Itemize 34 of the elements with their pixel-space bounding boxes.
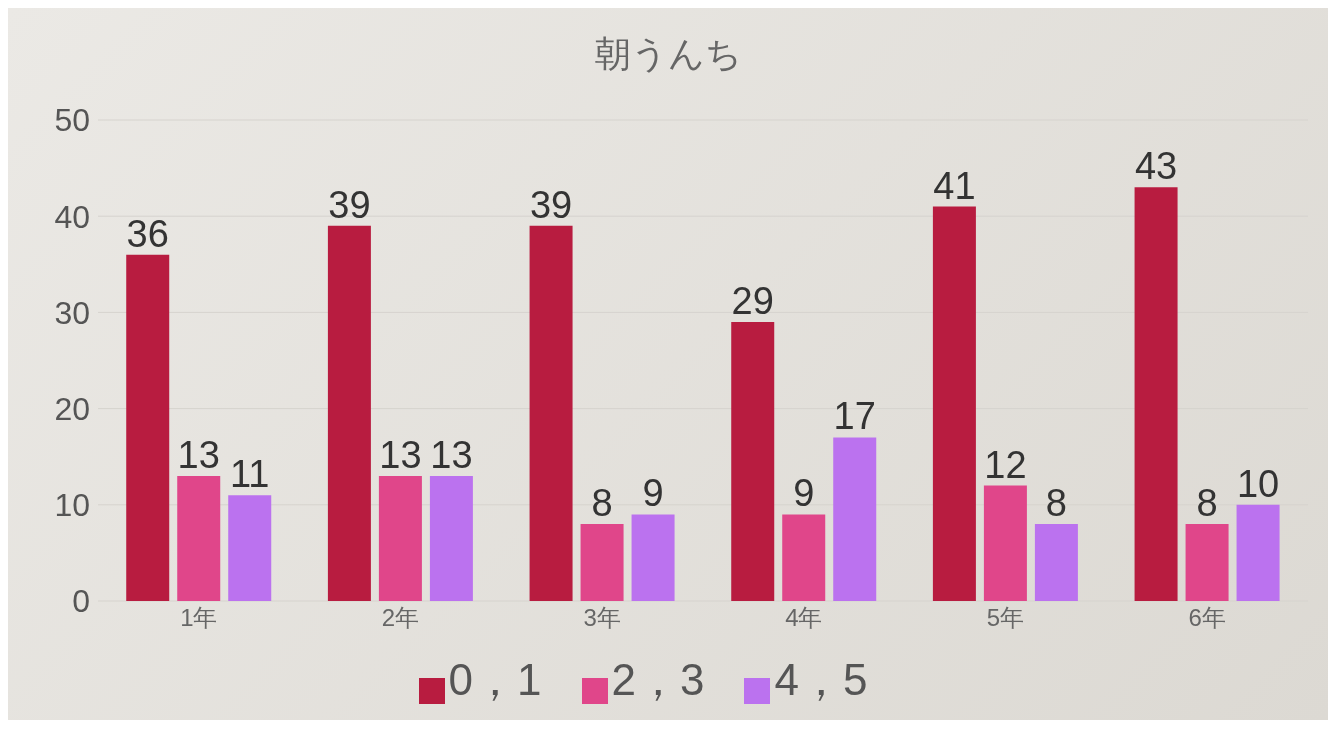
data-label: 13	[430, 433, 473, 476]
y-tick-label: 40	[54, 198, 90, 235]
x-tick-label: 4年	[785, 604, 823, 632]
y-tick-label: 20	[54, 390, 90, 427]
legend-label: 2，3	[611, 655, 705, 704]
data-label: 13	[177, 433, 220, 476]
data-label: 12	[984, 443, 1027, 486]
data-label: 29	[731, 280, 774, 323]
data-label: 43	[1134, 145, 1178, 188]
data-label: 11	[230, 453, 270, 496]
data-label: 9	[793, 472, 815, 515]
y-tick-label: 30	[54, 294, 90, 331]
data-label: 8	[1045, 482, 1067, 525]
data-label: 17	[833, 395, 876, 438]
x-tick-label: 3年	[583, 604, 621, 632]
data-label: 13	[379, 433, 422, 476]
y-tick-label: 50	[54, 102, 90, 139]
y-tick-label: 0	[72, 583, 90, 620]
x-tick-label: 1年	[180, 604, 218, 632]
x-tick-label: 6年	[1188, 604, 1226, 632]
chart-title: 朝うんち	[593, 32, 743, 76]
data-label: 8	[1196, 482, 1218, 525]
legend-label: 0，1	[448, 655, 542, 704]
x-tick-label: 5年	[986, 604, 1025, 632]
data-label: 36	[126, 212, 169, 255]
legend-label: 4，5	[774, 655, 868, 704]
data-label: 9	[642, 472, 664, 515]
data-label: 41	[933, 164, 976, 207]
data-label: 8	[591, 482, 613, 525]
y-tick-label: 10	[54, 487, 90, 524]
x-tick-label: 2年	[381, 604, 420, 632]
data-label: 39	[328, 183, 371, 226]
data-label: 10	[1236, 462, 1280, 505]
data-label: 39	[529, 183, 573, 226]
